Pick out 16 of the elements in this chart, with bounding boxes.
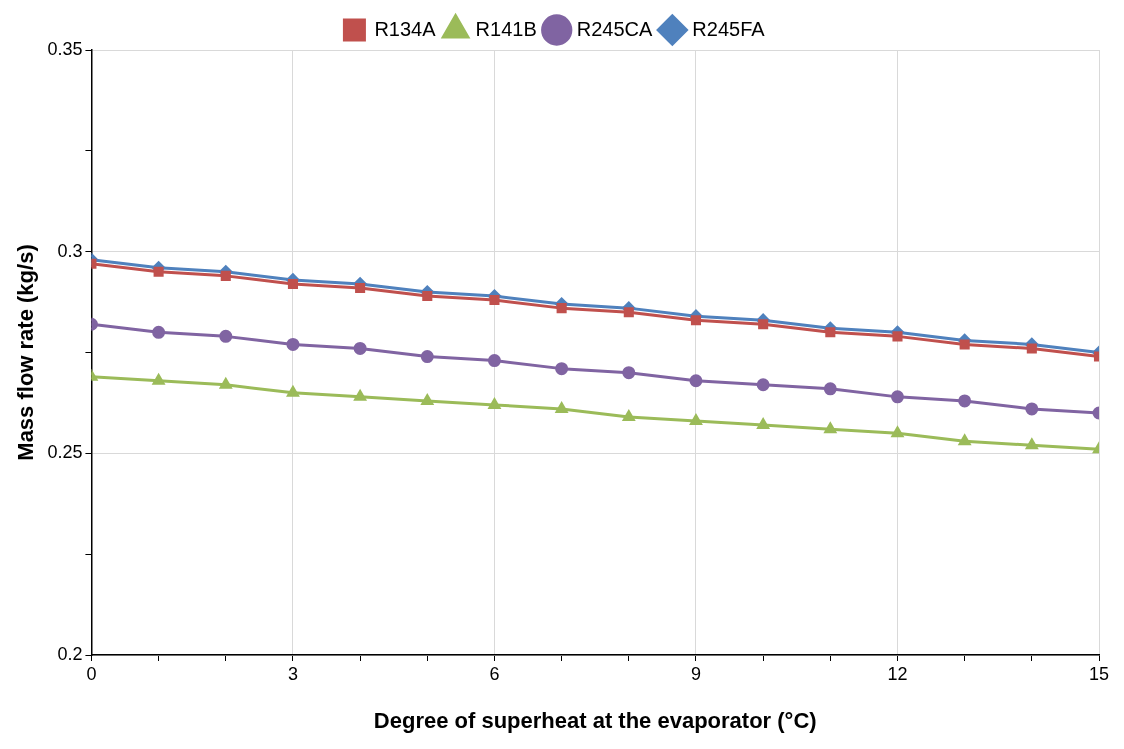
x-tick-label: 9 <box>690 663 701 684</box>
x-tick-label: 15 <box>1088 663 1110 684</box>
y-tick-label: 0.2 <box>57 643 83 664</box>
x-axis-title: Degree of superheat at the evaporator (°C) <box>373 707 817 733</box>
y-axis-title: Mass flow rate (kg/s) <box>13 244 39 461</box>
legend-label: R141B <box>475 17 537 40</box>
y-tick-label: 0.35 <box>47 38 83 59</box>
x-tick-label: 6 <box>489 663 500 684</box>
x-tick-label: 12 <box>887 663 908 684</box>
x-tick-label: 0 <box>86 663 97 684</box>
x-tick-label: 3 <box>287 663 298 684</box>
y-tick-label: 0.3 <box>57 240 83 261</box>
legend-label: R245CA <box>576 17 653 40</box>
legend-label: R134A <box>374 17 437 40</box>
legend-label: R245FA <box>692 17 766 40</box>
y-tick-label: 0.25 <box>47 442 83 463</box>
